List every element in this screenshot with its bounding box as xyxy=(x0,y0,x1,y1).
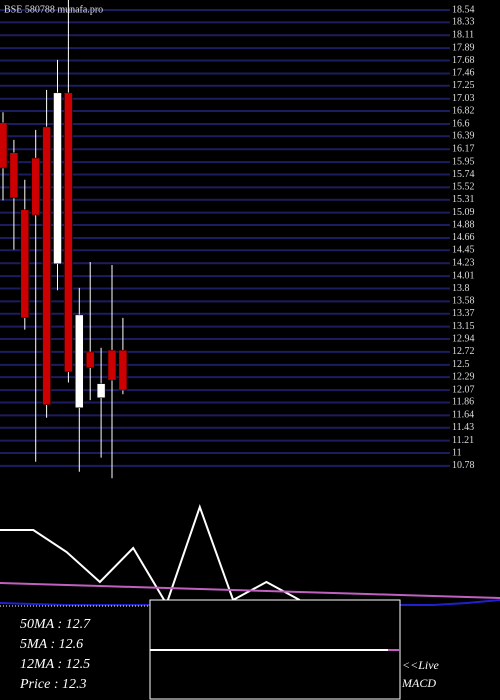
y-tick-label: 15.52 xyxy=(452,182,475,193)
y-tick-label: 17.03 xyxy=(452,93,475,104)
y-tick-label: 10.78 xyxy=(452,460,475,471)
y-tick-label: 16.6 xyxy=(452,118,470,129)
y-tick-label: 16.82 xyxy=(452,105,475,116)
y-tick-label: 14.66 xyxy=(452,232,475,243)
y-tick-label: 12.72 xyxy=(452,346,475,357)
candle-body xyxy=(42,126,51,406)
live-label: MACD xyxy=(401,676,436,690)
y-tick-label: 13.15 xyxy=(452,321,475,332)
y-tick-label: 18.76 xyxy=(452,0,475,2)
candle-body xyxy=(64,92,73,373)
y-tick-label: 12.07 xyxy=(452,384,475,395)
candle-body xyxy=(20,209,30,319)
candle-body xyxy=(31,157,40,216)
y-tick-label: 14.01 xyxy=(452,270,475,281)
y-tick-label: 15.95 xyxy=(452,156,475,167)
y-tick-label: 11.21 xyxy=(452,435,474,446)
candle-body xyxy=(75,314,84,408)
candle-body xyxy=(53,92,62,265)
y-tick-label: 13.37 xyxy=(452,308,475,319)
y-tick-label: 15.74 xyxy=(452,169,475,180)
y-tick-label: 13.58 xyxy=(452,296,475,307)
y-tick-label: 17.25 xyxy=(452,80,475,91)
y-tick-label: 17.68 xyxy=(452,55,475,66)
candle-body xyxy=(96,383,106,398)
info-label: 12MA : 12.5 xyxy=(20,657,90,672)
y-tick-label: 11.64 xyxy=(452,410,474,421)
y-tick-label: 18.11 xyxy=(452,30,474,41)
y-tick-label: 14.23 xyxy=(452,258,475,269)
indicator-line xyxy=(0,503,301,607)
y-tick-label: 18.33 xyxy=(452,17,475,28)
y-tick-label: 11.86 xyxy=(452,397,474,408)
y-tick-label: 17.46 xyxy=(452,68,475,79)
info-label: 50MA : 12.7 xyxy=(20,617,91,632)
info-label: 5MA : 12.6 xyxy=(20,637,83,652)
y-tick-label: 16.17 xyxy=(452,144,475,155)
y-tick-label: 14.88 xyxy=(452,219,475,230)
y-tick-label: 12.29 xyxy=(452,371,475,382)
y-tick-label: 12.5 xyxy=(452,359,470,370)
y-tick-label: 16.39 xyxy=(452,131,475,142)
y-tick-label: 12.94 xyxy=(452,333,475,344)
indicator-line xyxy=(0,582,500,599)
live-label: <<Live xyxy=(402,658,440,672)
y-tick-label: 11 xyxy=(452,447,462,458)
y-tick-label: 14.45 xyxy=(452,245,475,256)
candle-body xyxy=(0,122,8,169)
y-tick-label: 15.09 xyxy=(452,207,475,218)
y-tick-label: 11.43 xyxy=(452,422,474,433)
candle-body xyxy=(118,349,128,391)
y-tick-label: 15.31 xyxy=(452,194,475,205)
candle-body xyxy=(85,351,95,369)
candle-body xyxy=(107,349,117,381)
info-label: Price : 12.3 xyxy=(19,677,86,692)
chart-title: BSE 580788 munafa.pro xyxy=(4,4,103,15)
candle-body xyxy=(9,152,19,199)
y-tick-label: 17.89 xyxy=(452,42,475,53)
y-tick-label: 18.54 xyxy=(452,4,475,15)
y-tick-label: 13.8 xyxy=(452,283,470,294)
